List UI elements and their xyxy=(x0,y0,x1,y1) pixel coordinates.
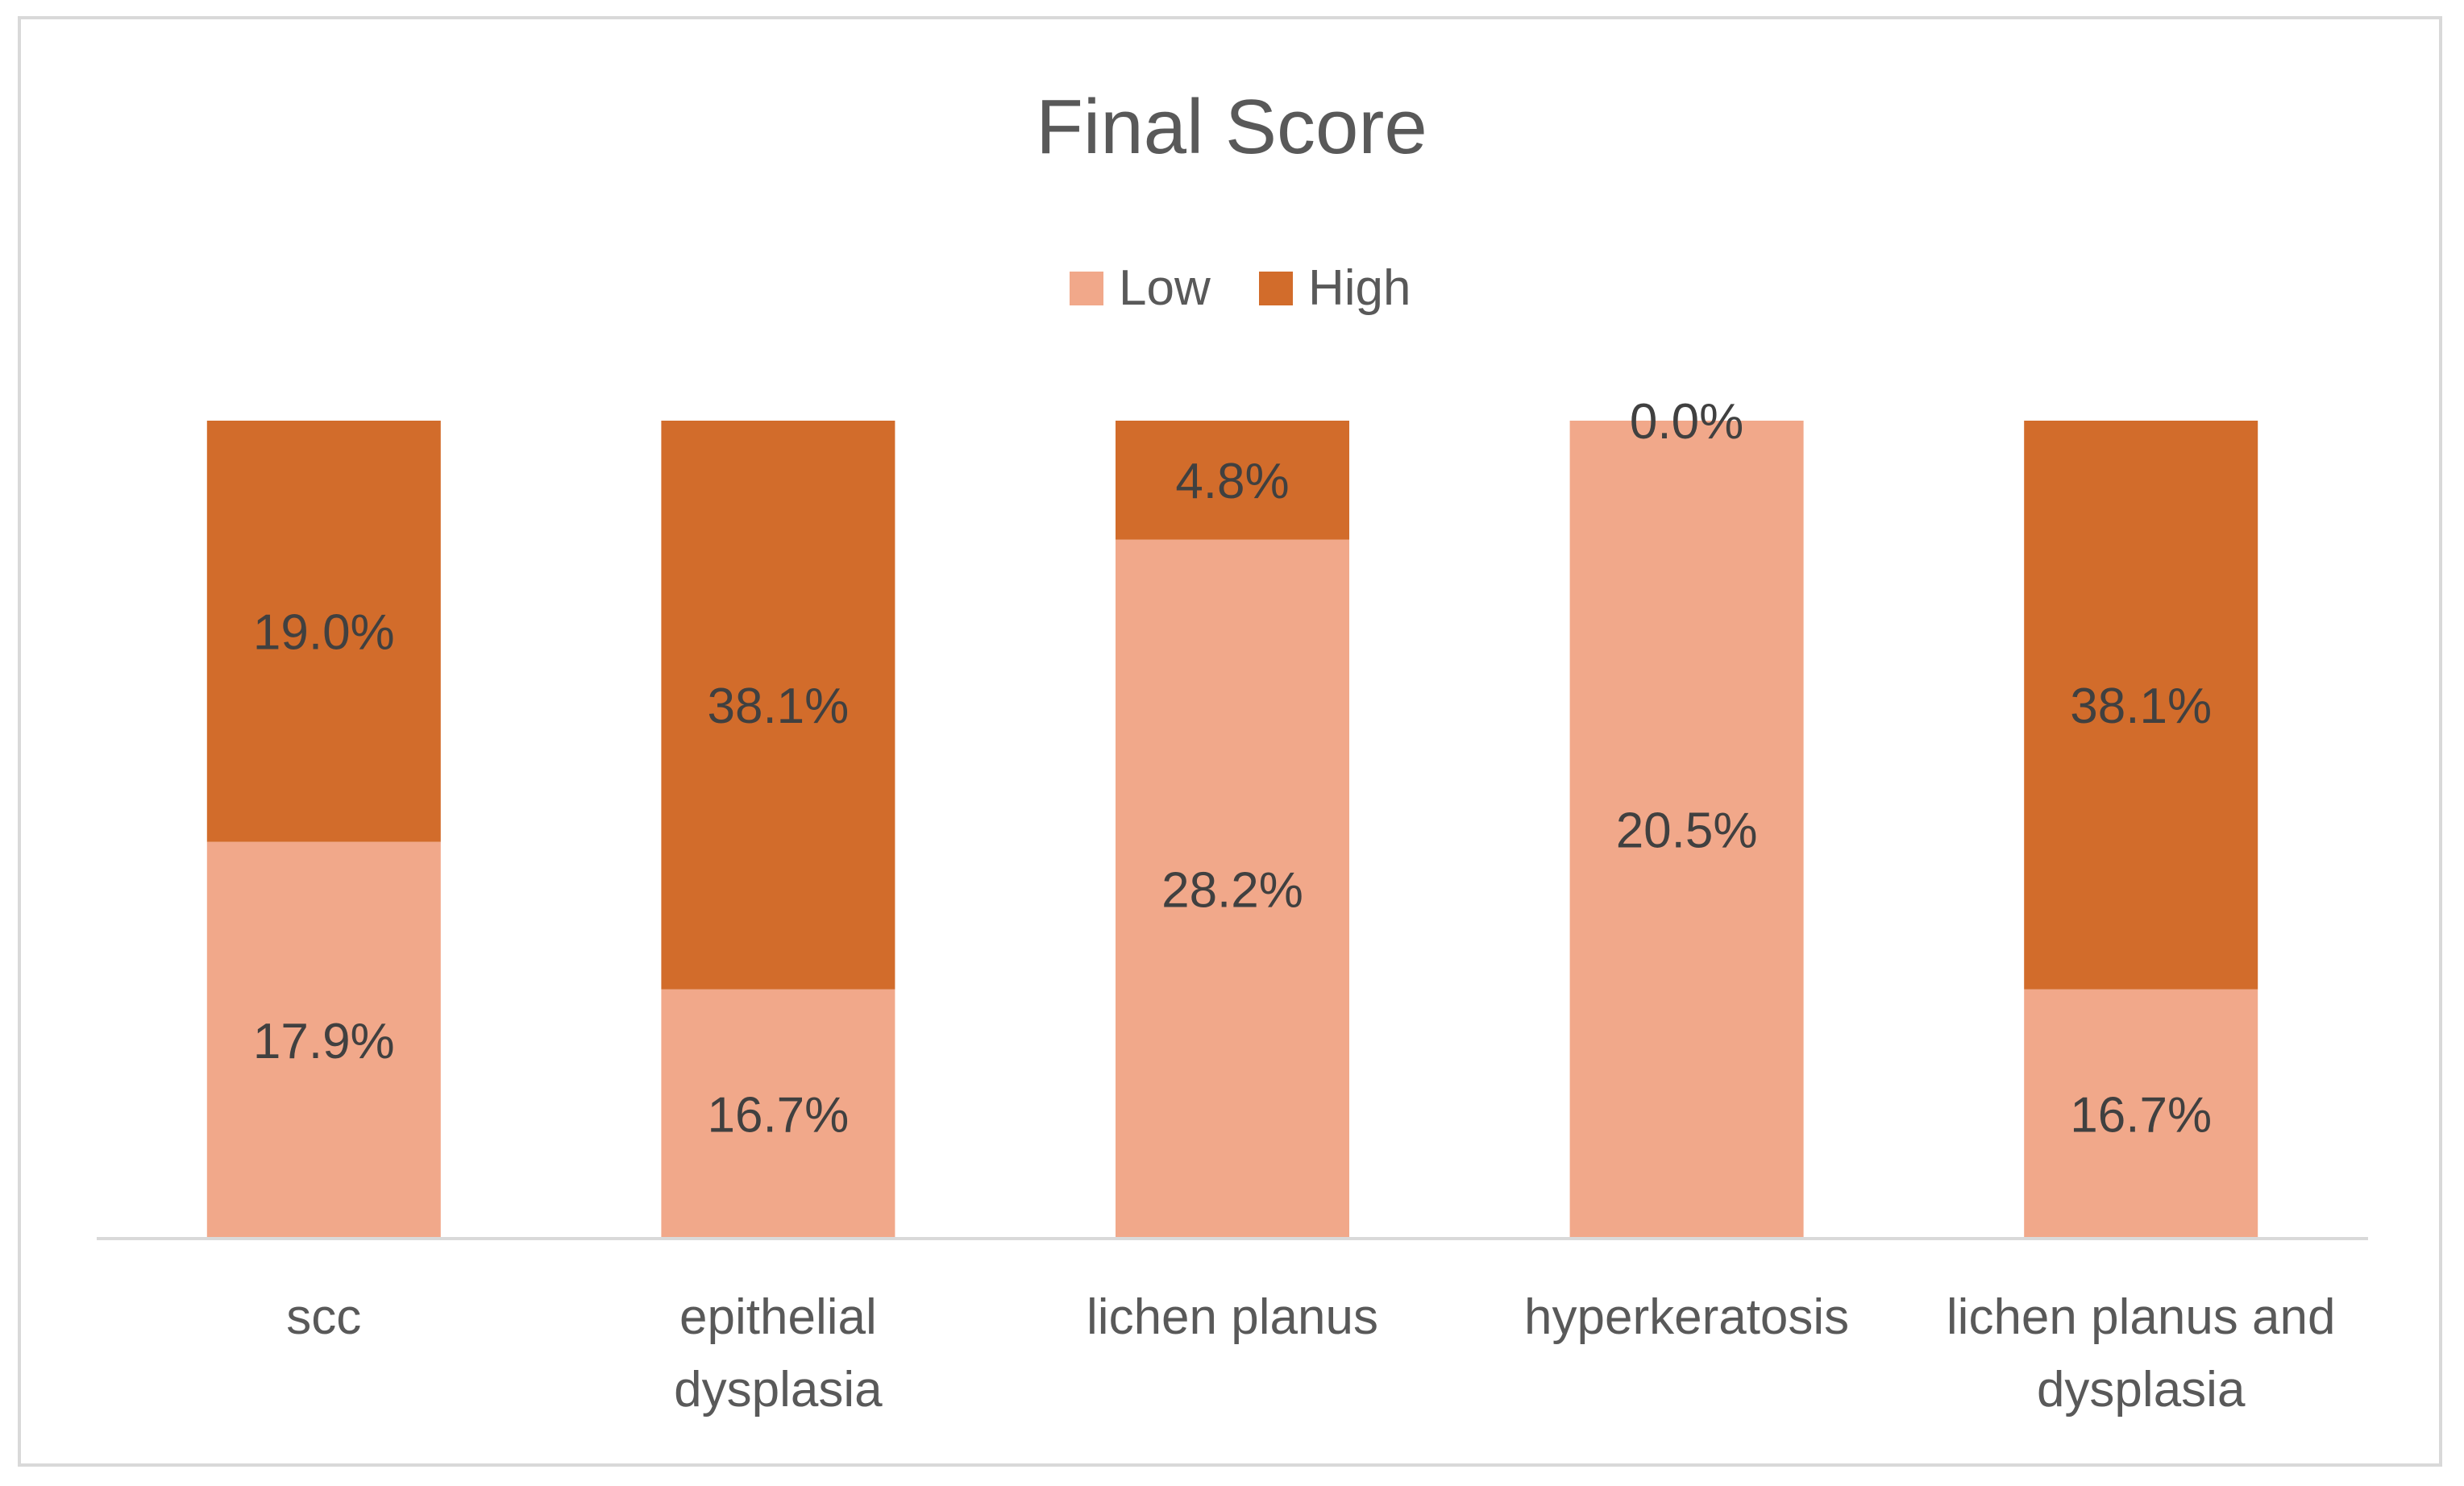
bar-low-0 xyxy=(206,841,441,1239)
data-label-low-0: 17.9% xyxy=(253,1014,395,1069)
bar-low-4 xyxy=(2024,989,2258,1239)
bar-low-1 xyxy=(661,989,895,1239)
category-labels: scc epithelial dysplasia lichen planus hyper… xyxy=(286,1289,2335,1418)
data-label-low-4: 16.7% xyxy=(2070,1087,2212,1143)
bar-high-0 xyxy=(206,421,441,842)
bars xyxy=(206,421,2258,1239)
legend-swatch-low xyxy=(1070,272,1103,305)
bar-low-2 xyxy=(1116,539,1349,1239)
data-label-high-1: 38.1% xyxy=(707,679,849,734)
data-label-high-2: 4.8% xyxy=(1175,454,1289,509)
legend: Low High xyxy=(1070,260,1411,316)
category-label-0: scc xyxy=(286,1289,361,1345)
data-label-low-2: 28.2% xyxy=(1161,862,1303,918)
category-label-1: epithelial dysplasia xyxy=(674,1289,883,1418)
chart-title: Final Score xyxy=(1036,84,1427,170)
legend-swatch-high xyxy=(1259,272,1293,305)
bar-high-2 xyxy=(1116,421,1349,540)
bar-high-4 xyxy=(2024,421,2258,990)
category-label-4: lichen planus and dysplasia xyxy=(1947,1289,2336,1418)
data-labels: 17.9% 19.0% 16.7% 38.1% 28.2% 4.8% 20.5% 0.0% 16… xyxy=(253,394,2212,1143)
category-label-3: hyperkeratosis xyxy=(1524,1289,1849,1345)
legend-label-high: High xyxy=(1308,260,1411,316)
data-label-low-1: 16.7% xyxy=(707,1087,849,1143)
category-label-2: lichen planus xyxy=(1087,1289,1378,1345)
data-label-high-4: 38.1% xyxy=(2070,679,2212,734)
data-label-low-3: 20.5% xyxy=(1616,803,1758,859)
legend-label-low: Low xyxy=(1119,260,1211,316)
bar-high-1 xyxy=(661,421,895,990)
bar-low-3 xyxy=(1569,421,1804,1239)
data-label-high-3: 0.0% xyxy=(1630,394,1743,450)
data-label-high-0: 19.0% xyxy=(253,604,395,660)
